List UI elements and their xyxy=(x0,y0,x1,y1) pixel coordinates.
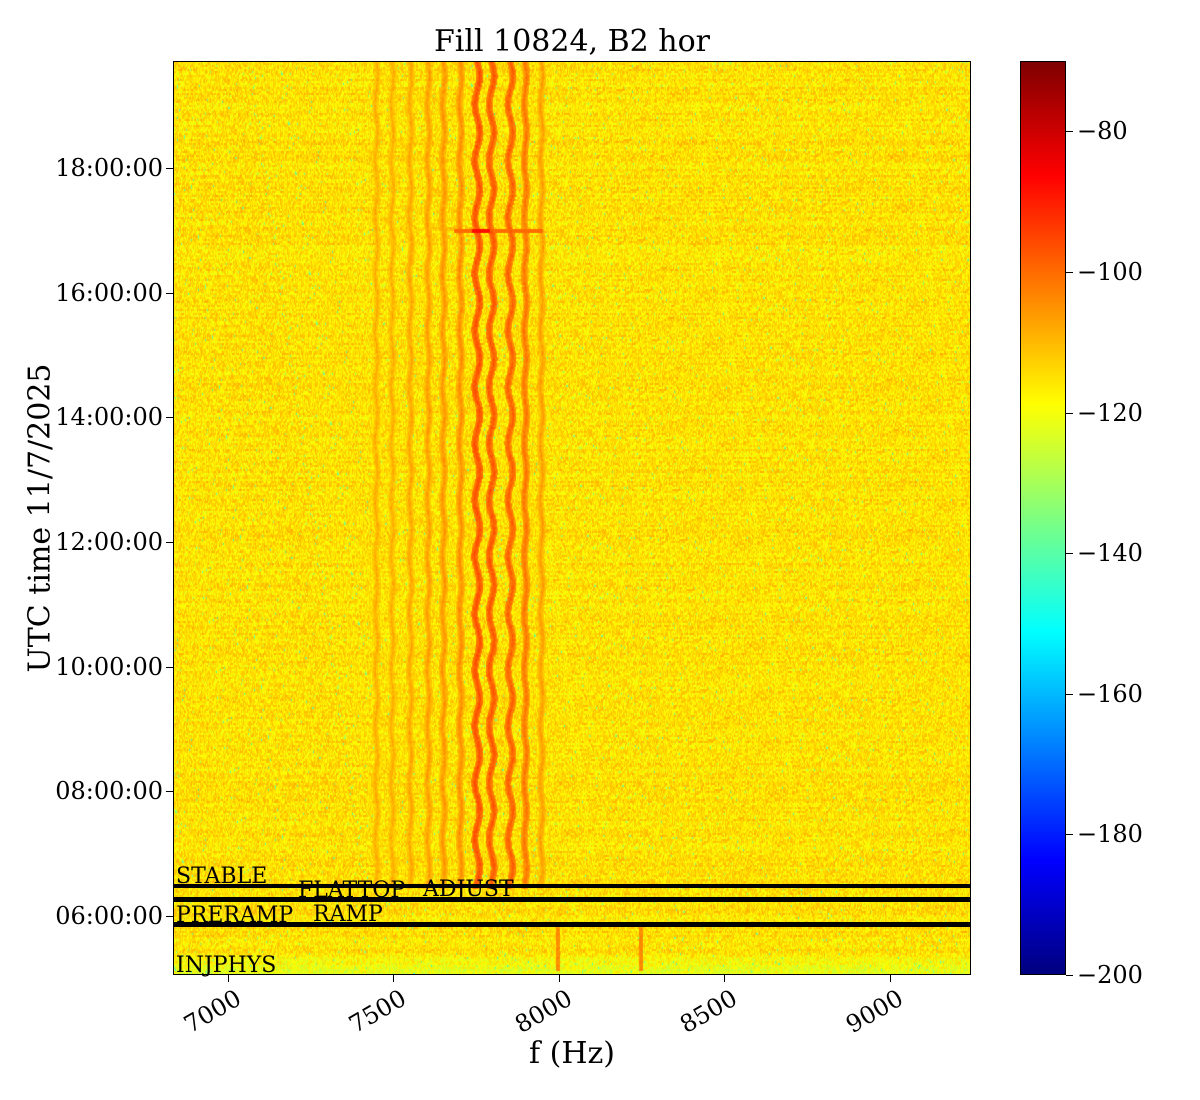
y-tick-mark xyxy=(166,417,173,419)
colorbar-tick-mark xyxy=(1066,693,1073,695)
x-tick-label: 8500 xyxy=(675,984,743,1039)
y-tick-mark xyxy=(166,791,173,793)
y-tick-label: 14:00:00 xyxy=(55,403,163,432)
beam-mode-line xyxy=(173,883,971,888)
colorbar-tick-label: −160 xyxy=(1077,679,1143,708)
beam-mode-label: PRERAMP xyxy=(176,903,294,929)
x-tick-mark xyxy=(889,975,891,982)
y-tick-label: 06:00:00 xyxy=(55,901,163,930)
plot-area: INJPHYS PRERAMP RAMP FLATTOP ADJUST STABLE xyxy=(173,61,971,978)
colorbar-tick-label: −200 xyxy=(1077,961,1143,989)
plot-frame xyxy=(173,61,971,975)
y-axis-label: UTC time 11/7/2025 xyxy=(22,363,58,673)
x-tick-mark xyxy=(393,975,395,982)
colorbar-tick-label: −80 xyxy=(1077,117,1128,146)
beam-mode-label: RAMP xyxy=(313,901,383,927)
x-tick-mark xyxy=(724,975,726,982)
beam-mode-label: INJPHYS xyxy=(176,953,277,978)
y-tick-label: 18:00:00 xyxy=(55,154,163,183)
colorbar-tick-mark xyxy=(1066,553,1073,555)
beam-mode-line xyxy=(173,921,971,926)
colorbar-tick-mark xyxy=(1066,834,1073,836)
y-tick-label: 16:00:00 xyxy=(55,278,163,307)
colorbar-tick-label: −180 xyxy=(1077,820,1143,849)
colorbar-tick-mark xyxy=(1066,975,1073,976)
y-tick-label: 10:00:00 xyxy=(55,652,163,681)
y-tick-label: 12:00:00 xyxy=(55,527,163,556)
y-tick-mark xyxy=(166,541,173,543)
x-tick-label: 7000 xyxy=(179,984,246,1039)
x-tick-label: 8000 xyxy=(510,984,577,1039)
x-tick-label: 9000 xyxy=(841,984,908,1039)
y-tick-mark xyxy=(166,292,173,294)
colorbar-tick-mark xyxy=(1066,271,1073,273)
chart-title: Fill 10824, B2 hor xyxy=(433,24,711,59)
beam-mode-line xyxy=(173,896,971,901)
spectrogram-heatmap xyxy=(173,61,971,975)
colorbar-tick-label: −140 xyxy=(1077,539,1143,568)
x-tick-label: 7500 xyxy=(344,984,412,1039)
x-tick-mark xyxy=(227,975,229,982)
beam-mode-label: STABLE xyxy=(176,863,268,889)
colorbar-tick-mark xyxy=(1066,412,1073,414)
colorbar-tick-label: −100 xyxy=(1077,257,1143,286)
y-tick-label: 08:00:00 xyxy=(55,777,163,806)
x-axis-label: f (Hz) xyxy=(528,1036,615,1071)
colorbar-tick-mark xyxy=(1066,131,1073,133)
y-tick-mark xyxy=(166,168,173,170)
colorbar-tick-label: −120 xyxy=(1077,398,1143,427)
y-tick-mark xyxy=(166,915,173,917)
x-tick-mark xyxy=(558,975,560,982)
colorbar xyxy=(1020,61,1066,975)
y-tick-mark xyxy=(166,666,173,668)
